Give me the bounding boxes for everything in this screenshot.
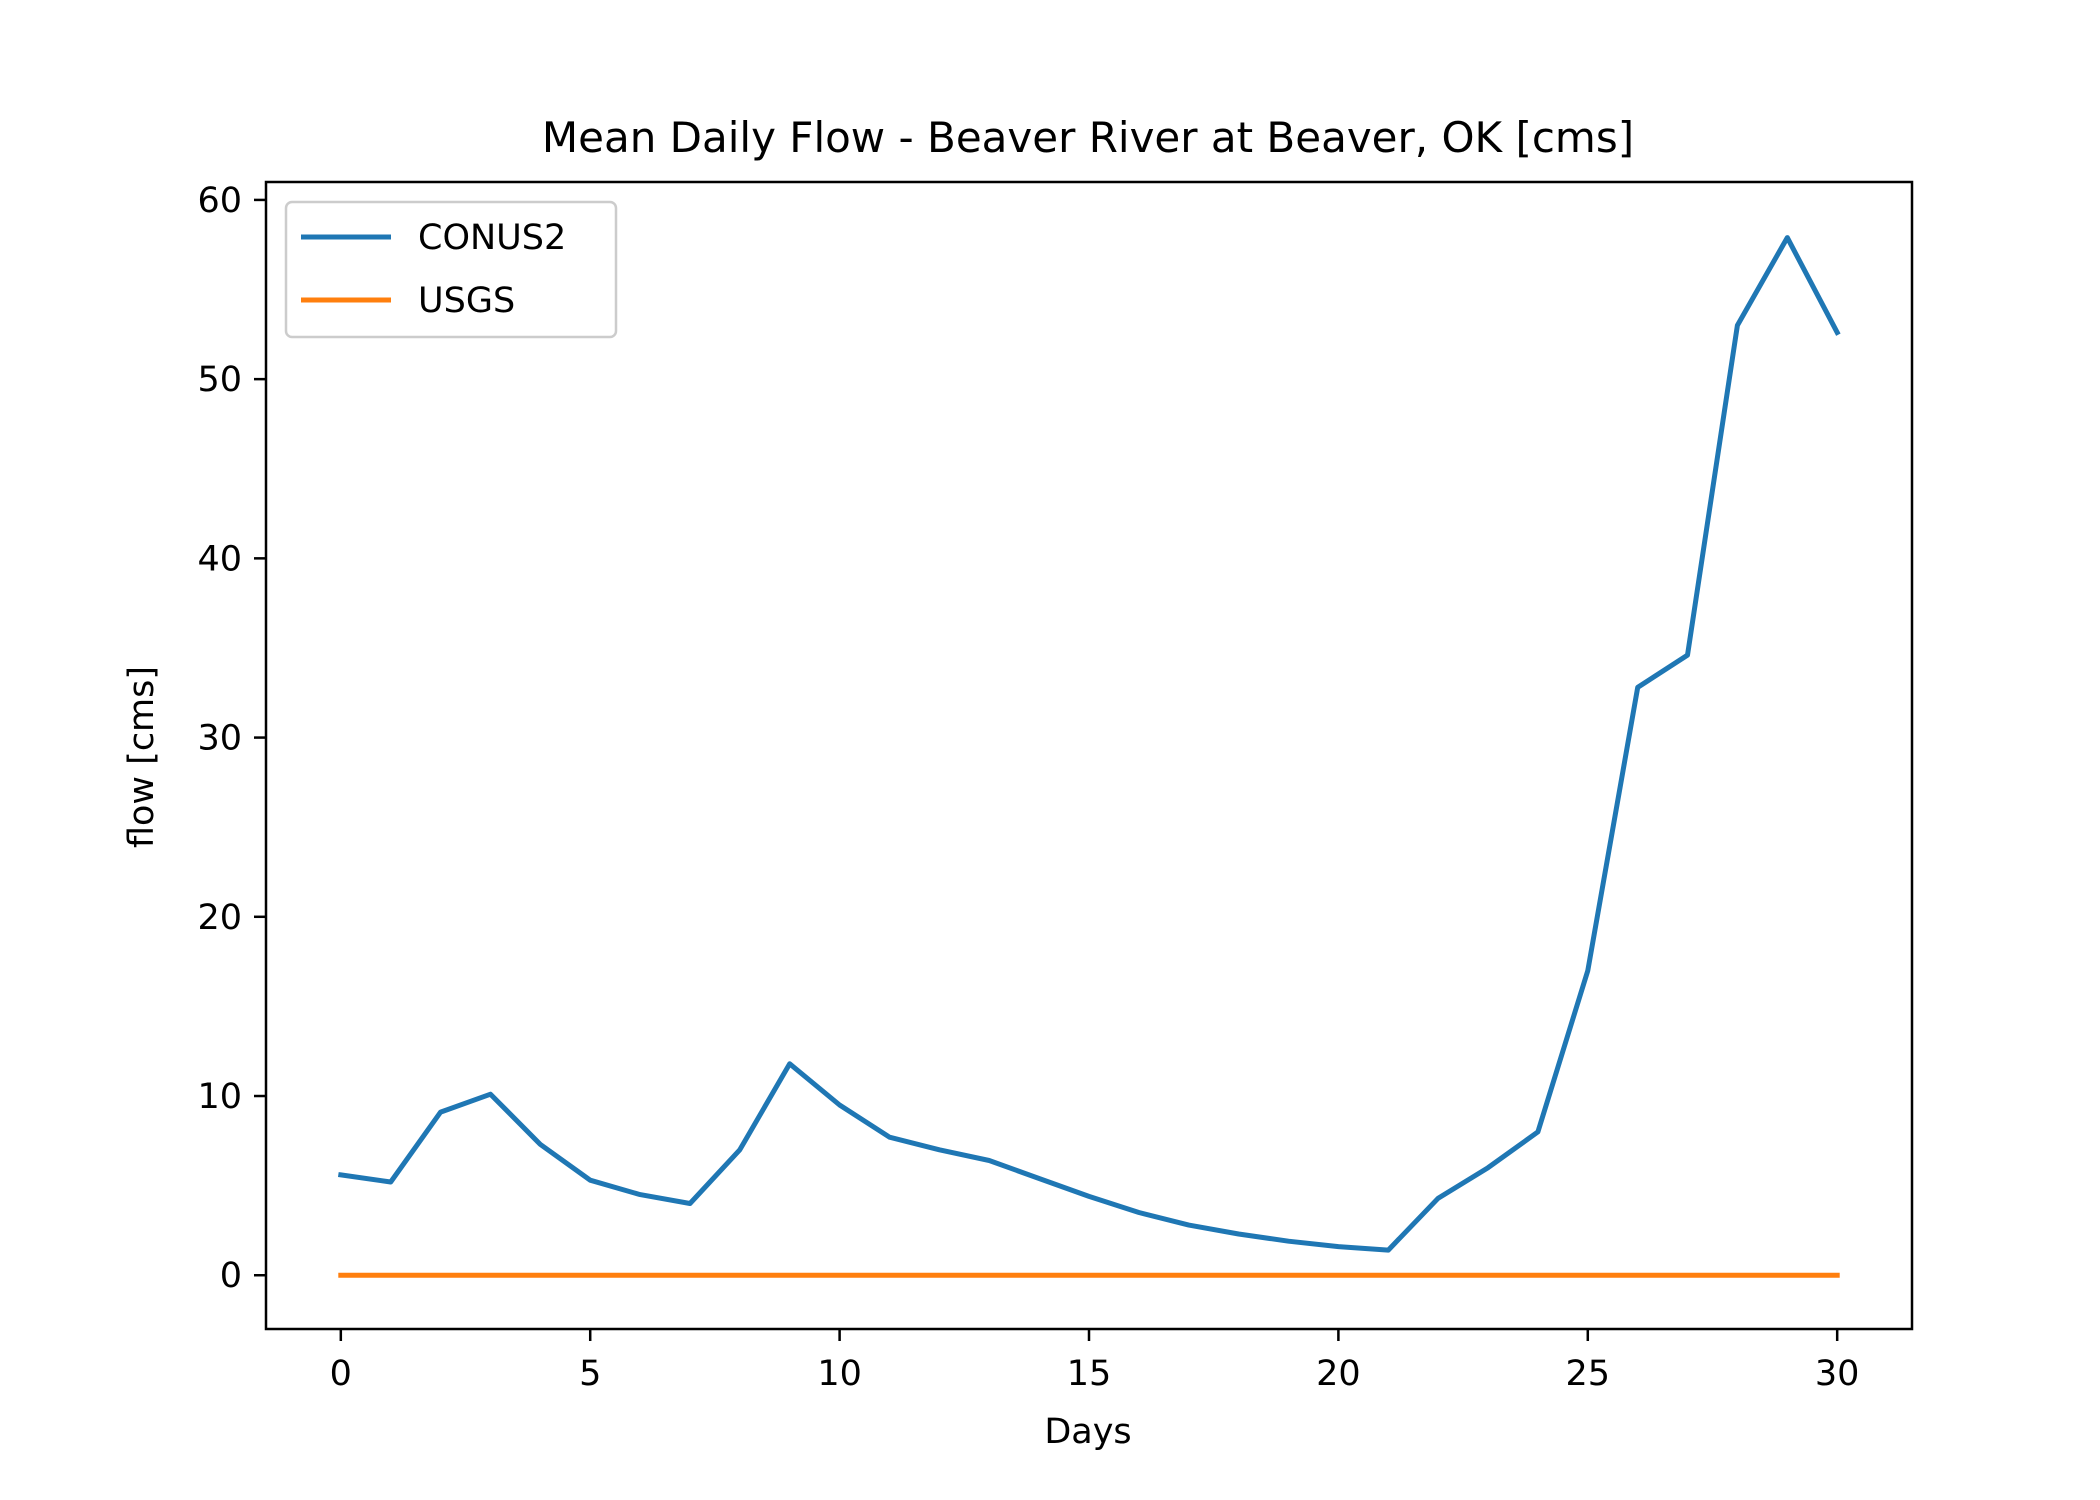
y-axis-label: flow [cms] [122, 666, 162, 848]
y-tick-label: 30 [197, 719, 242, 759]
y-tick-label: 50 [197, 360, 242, 400]
legend-label-conus2: CONUS2 [418, 218, 566, 258]
plot-area: 0 5 10 15 20 25 30 0 10 20 30 40 50 60 [197, 180, 1914, 1394]
x-tick-label: 15 [1067, 1354, 1112, 1394]
x-tick-label: 0 [330, 1354, 352, 1394]
y-tick-label: 0 [220, 1256, 242, 1296]
legend: CONUS2 USGS [284, 200, 618, 339]
x-tick-label: 25 [1566, 1354, 1611, 1394]
x-tick-label: 5 [579, 1354, 601, 1394]
x-axis-label: Days [1044, 1412, 1131, 1452]
y-tick-label: 10 [197, 1077, 242, 1117]
y-tick-label: 60 [197, 181, 242, 221]
legend-label-usgs: USGS [418, 281, 515, 321]
series-line-conus2 [337, 235, 1841, 1253]
x-tick-label: 10 [817, 1354, 862, 1394]
x-tick-label: 30 [1815, 1354, 1860, 1394]
y-tick-label: 20 [197, 898, 242, 938]
x-tick-label: 20 [1316, 1354, 1361, 1394]
chart-title: Mean Daily Flow - Beaver River at Beaver… [542, 113, 1634, 162]
y-tick-label: 40 [197, 539, 242, 579]
